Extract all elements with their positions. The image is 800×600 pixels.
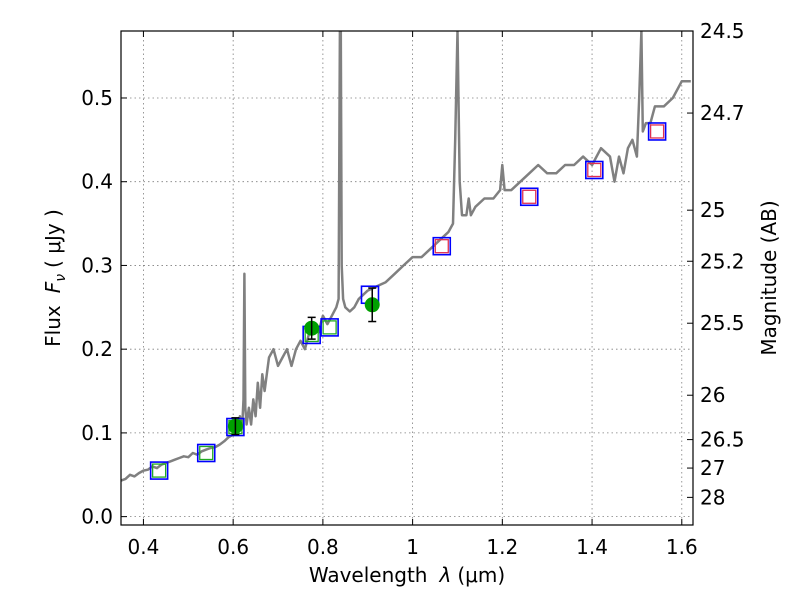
y-tick-label: 0.0 [81,505,113,529]
y-axis-title-subscript: ν [53,274,69,282]
y2-tick-label: 25.2 [700,249,745,273]
model-band-marker [519,187,539,207]
y-tick-label: 0.5 [81,86,113,110]
model-band-marker [432,236,452,256]
model-band-marker [320,318,339,337]
y-axis-title-units: ( μJy ) [41,209,65,268]
y-tick-label: 0.4 [81,170,113,194]
x-axis-title-symbol: λ [439,563,452,587]
y2-tick-label: 25 [700,198,725,222]
model-band-marker [647,122,667,141]
spectrum-line [121,31,691,482]
model-band-marker [585,160,604,180]
y-axis-title-symbol: F [41,281,65,293]
model-inner-marker [151,463,167,478]
x-tick-label: 0.4 [128,535,160,559]
ticks [121,30,693,525]
right-axis-title: Magnitude (AB) [757,200,781,355]
y2-tick-label: 27 [700,456,725,480]
model-inner-marker [522,189,537,204]
y-tick-label: 0.1 [81,421,113,445]
y2-tick-label: 25.5 [700,311,745,335]
x-tick-label: 1 [406,535,419,559]
model-band-marker [196,443,216,463]
y-tick-label: 0.2 [81,337,113,361]
x-tick-label: 0.8 [307,535,339,559]
model-inner-marker [649,124,665,139]
x-tick-label: 1.4 [576,535,608,559]
x-axis-title-text: Wavelength [309,563,428,587]
y-axis-title-text: Flux [41,305,65,347]
y2-tick-label: 24.7 [700,101,745,125]
model-inner-marker [434,239,449,254]
x-tick-label: 1.2 [486,535,518,559]
points-layer [149,122,667,480]
y2-tick-label: 26.5 [700,428,745,452]
grid [121,31,693,525]
model-inner-marker [199,445,214,461]
tick-labels: 0.4 0.6 0.8 1 1.2 1.4 1.6 0.0 0.1 0.2 0.3 0.4 0.5 24.… [81,19,744,559]
y2-tick-label: 26 [700,383,725,407]
x-axis-title: Wavelength λ (μm) [309,563,505,587]
plot-frame [120,30,694,526]
y-tick-label: 0.3 [81,253,113,277]
x-tick-label: 1.6 [666,535,698,559]
model-band-marker [149,461,169,480]
y2-tick-label: 24.5 [700,19,745,43]
y2-tick-label: 28 [700,485,725,509]
x-tick-label: 0.6 [217,535,249,559]
model-inner-marker [322,320,337,335]
x-axis-title-units: (μm) [457,563,505,587]
y-axis-title: Flux Fν ( μJy ) [41,209,69,347]
model-inner-marker [587,162,602,178]
series-layer [121,31,691,482]
